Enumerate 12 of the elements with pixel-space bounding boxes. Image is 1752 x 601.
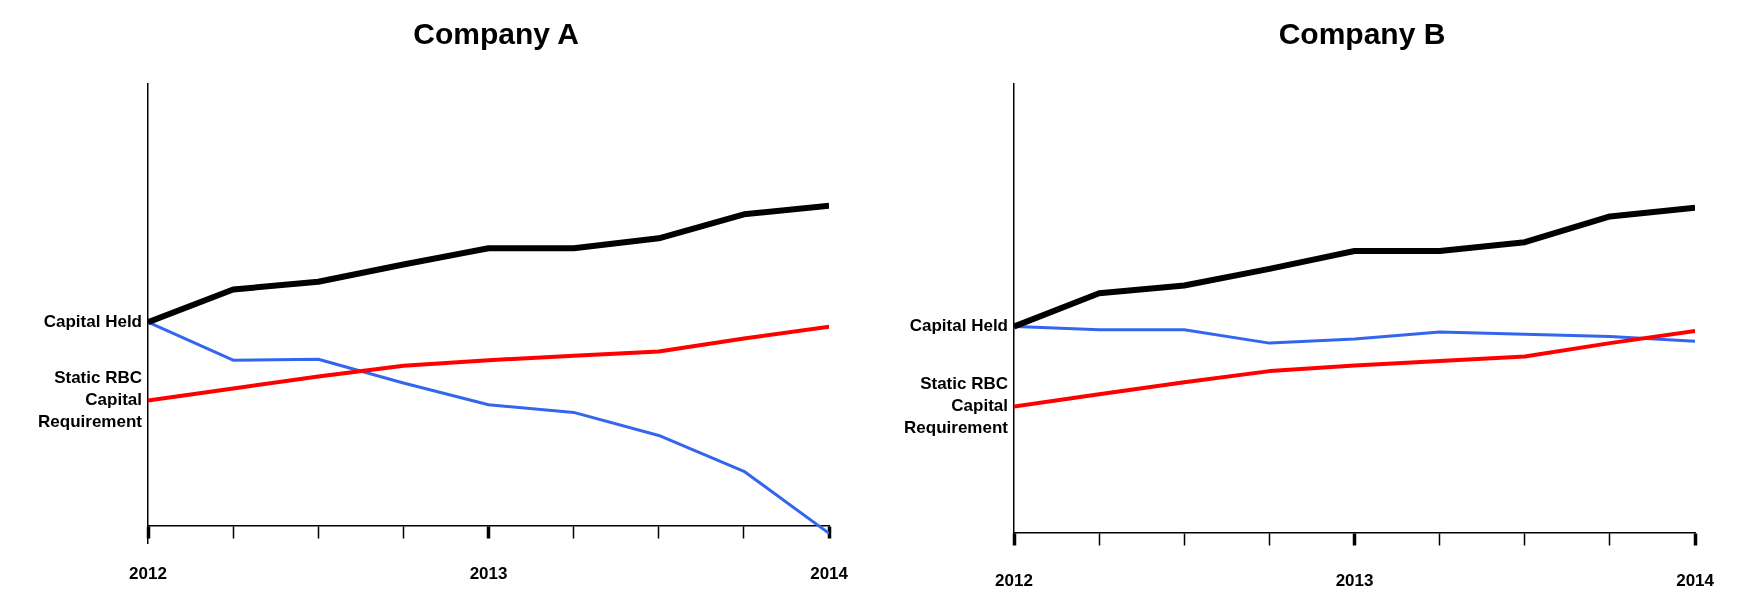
x-tick-label: 2012 (129, 563, 167, 583)
x-tick-label: 2013 (1335, 571, 1374, 591)
x-tick-label: 2014 (1676, 571, 1715, 591)
series-label: Capital Held (909, 316, 1008, 336)
chart-title: Company A (413, 17, 579, 51)
x-tick-label: 2014 (810, 563, 849, 583)
series-label: Capital Held (43, 311, 142, 331)
x-tick-label: 2013 (469, 563, 508, 583)
x-tick-label: 2012 (995, 571, 1033, 591)
series-label: Static RBC Capital Requirement (38, 368, 143, 432)
series-label: Static RBC Capital Requirement (904, 374, 1009, 438)
chart-title: Company B (1278, 17, 1446, 51)
